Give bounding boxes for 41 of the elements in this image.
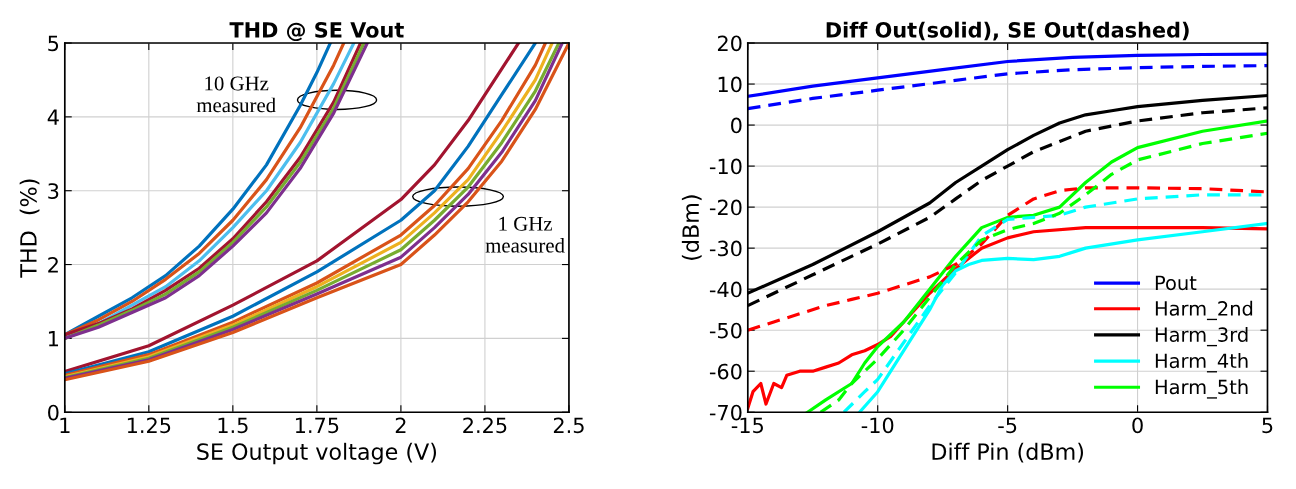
x-tick-label: -10 [861, 417, 894, 434]
y-tick-label: -40 [709, 281, 742, 298]
line-series [747, 63, 1268, 111]
legend-label: Pout [1155, 275, 1197, 291]
y-tick-label: 10 [718, 76, 742, 93]
y-tick-label: -50 [709, 322, 742, 339]
x-tick-label: 1 [60, 417, 70, 433]
chart-title: Diff Out(solid), SE Out(dashed) [826, 21, 1189, 41]
x-tick-label: 2 [395, 417, 406, 433]
x-axis-title: Diff Pin (dBm) [932, 442, 1084, 463]
x-tick-label: 0 [1132, 417, 1143, 434]
x-tick-label: 1.25 [127, 417, 171, 434]
y-tick-label: 0 [731, 117, 742, 134]
x-tick-label: 2.25 [463, 417, 507, 434]
y-tick-label: 1 [48, 331, 59, 347]
x-tick-label: 1.75 [295, 417, 339, 434]
y-tick-label: 4 [47, 109, 59, 125]
x-tick-label: 5 [1262, 417, 1273, 434]
y-tick-label: -30 [709, 240, 742, 257]
legend-label: Harm_3rd [1155, 326, 1248, 347]
y-tick-label: 3 [48, 183, 59, 199]
x-tick-label: 2.5 [553, 417, 584, 434]
x-tick-label: 1.5 [218, 417, 248, 434]
x-tick-label: -5 [998, 417, 1017, 434]
y-tick-label: -10 [709, 158, 742, 175]
y-tick-label: 5 [48, 35, 59, 52]
legend-label: Harm_4th [1155, 353, 1248, 373]
legend-label: Harm_2nd [1155, 300, 1253, 321]
annotation: 1 GHz measured [485, 216, 565, 253]
chart-title: THD @ SE Vout [229, 22, 404, 42]
y-tick-label: 20 [717, 35, 742, 52]
y-tick-label: 2 [48, 257, 58, 273]
y-tick-label: -20 [709, 199, 742, 216]
line-series [747, 52, 1268, 98]
annotation: 10 GHz measured [196, 76, 276, 113]
y-axis-title: THD (%) [19, 179, 40, 278]
y-tick-label: 0 [48, 404, 59, 421]
y-tick-label: -60 [709, 363, 742, 380]
legend-label: Harm_5th [1155, 379, 1248, 399]
y-axis-title: (dBm) [681, 195, 702, 260]
x-axis-title: SE Output voltage (V) [197, 442, 437, 465]
